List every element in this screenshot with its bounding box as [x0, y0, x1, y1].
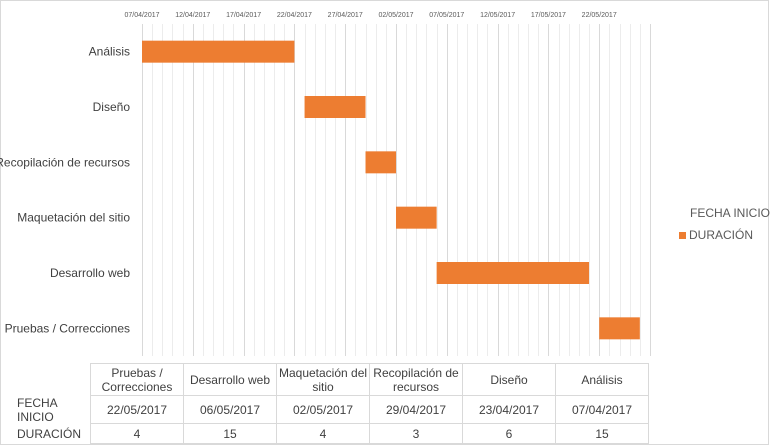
data-table-row-duracion: DURACIÓN 4 15 4 3 6 15	[13, 423, 649, 444]
data-table-cell: 4	[90, 423, 184, 444]
category-label: Desarrollo web	[50, 266, 130, 280]
gantt-chart: 07/04/2017 12/04/2017 17/04/2017 22/04/2017…	[0, 12, 651, 356]
data-table-corner	[13, 364, 91, 396]
data-table: Pruebas / Correcciones Desarrollo web Ma…	[13, 363, 649, 444]
data-table-col-header: Recopilación de recursos	[369, 363, 463, 396]
category-label: Pruebas / Correcciones	[5, 321, 130, 335]
duration-bar	[436, 262, 590, 284]
x-tick-label: 27/04/2017	[328, 12, 363, 19]
data-table-row-label: FECHA INICIO	[13, 395, 91, 424]
data-table-cell: 29/04/2017	[369, 395, 463, 424]
x-tick-label: 17/05/2017	[531, 12, 566, 19]
legend-label-duracion: DURACIÓN	[689, 228, 754, 242]
legend-swatch-duracion	[679, 232, 686, 240]
duration-bar	[142, 40, 295, 63]
x-tick-label: 17/04/2017	[226, 12, 261, 19]
data-table-cell: 07/04/2017	[555, 395, 649, 424]
x-tick-label: 22/04/2017	[277, 12, 312, 19]
gridlines	[142, 24, 651, 356]
data-table-cell: 22/05/2017	[90, 395, 184, 424]
data-table-header-row: Pruebas / Correcciones Desarrollo web Ma…	[13, 363, 649, 396]
category-label: Diseño	[93, 100, 131, 114]
legend-entry-fecha-inicio: FECHA INICIO	[690, 206, 770, 220]
duration-bar	[599, 317, 640, 340]
data-table-cell: 23/04/2017	[462, 395, 556, 424]
data-table-cell: 06/05/2017	[183, 395, 277, 424]
data-table-row-label: DURACIÓN	[13, 423, 91, 444]
data-table-col-header: Diseño	[462, 363, 556, 396]
data-table-cell: 02/05/2017	[276, 395, 370, 424]
x-tick-labels: 07/04/2017 12/04/2017 17/04/2017 22/04/2017…	[124, 12, 616, 19]
category-label: Recopilación de recursos	[0, 155, 130, 169]
data-table-cell: 6	[462, 423, 556, 444]
data-table-cell: 15	[555, 423, 649, 444]
legend-entry-duracion: DURACIÓN	[679, 228, 753, 242]
duration-bar	[396, 206, 437, 229]
data-table-col-header: Desarrollo web	[183, 363, 277, 396]
x-tick-label: 22/05/2017	[582, 12, 617, 19]
data-table-col-header: Análisis	[555, 363, 649, 396]
duration-bars	[142, 40, 640, 340]
x-tick-label: 12/04/2017	[175, 12, 210, 19]
data-table-col-header: Maquetación del sitio	[276, 363, 370, 396]
x-tick-label: 12/05/2017	[480, 12, 515, 19]
data-table-row-fecha-inicio: FECHA INICIO 22/05/2017 06/05/2017 02/05…	[13, 395, 649, 424]
legend-label-fecha-inicio: FECHA INICIO	[690, 206, 771, 220]
category-label: Maquetación del sitio	[17, 211, 130, 225]
data-table-cell: 4	[276, 423, 370, 444]
x-tick-label: 07/05/2017	[429, 12, 464, 19]
duration-bar	[365, 151, 396, 174]
duration-bar	[304, 96, 366, 118]
x-tick-label: 02/05/2017	[378, 12, 413, 19]
category-labels: Análisis Diseño Recopilación de recursos Ma…	[0, 45, 130, 336]
data-table-cell: 15	[183, 423, 277, 444]
x-tick-label: 07/04/2017	[124, 12, 159, 19]
data-table-cell: 3	[369, 423, 463, 444]
data-table-col-header: Pruebas / Correcciones	[90, 363, 184, 396]
category-label: Análisis	[89, 45, 130, 59]
